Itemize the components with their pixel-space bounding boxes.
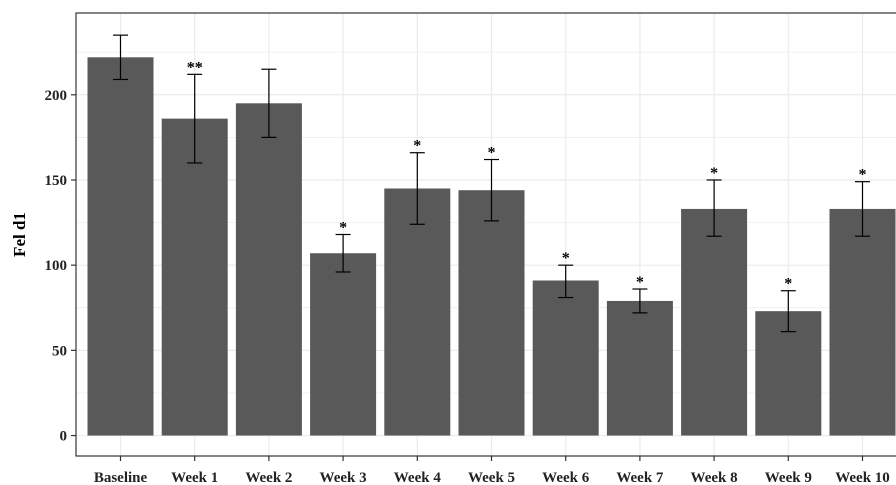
y-tick-label: 0 xyxy=(60,429,68,445)
significance-marker: * xyxy=(710,165,718,182)
x-tick-label: Week 4 xyxy=(394,470,442,485)
significance-marker: * xyxy=(562,250,570,267)
bar xyxy=(87,57,154,436)
significance-marker: * xyxy=(859,167,867,184)
bar xyxy=(532,280,599,436)
y-tick-label: 100 xyxy=(45,258,68,274)
plot-panel-border xyxy=(75,12,896,457)
y-tick-label: 150 xyxy=(45,173,68,189)
y-tick-label: 200 xyxy=(45,88,68,104)
y-axis: 0 50 100 150 200 xyxy=(45,88,76,445)
bar xyxy=(235,103,302,436)
y-tick-label: 50 xyxy=(52,343,67,359)
significance-marker: * xyxy=(488,145,496,162)
bars xyxy=(87,57,896,436)
x-axis: Baseline Week 1 Week 2 Week 3 Week 4 Week 5 We… xyxy=(94,456,890,485)
y-axis-title: Fel d1 xyxy=(10,212,29,257)
x-tick-label: Week 3 xyxy=(320,470,367,485)
bar xyxy=(384,188,451,436)
bar xyxy=(681,208,748,436)
x-tick-label: Week 5 xyxy=(468,470,515,485)
significance-marker: * xyxy=(784,276,792,293)
x-tick-label: Week 9 xyxy=(765,470,812,485)
x-tick-label: Week 6 xyxy=(542,470,590,485)
x-tick-label: Week 7 xyxy=(616,470,664,485)
bar xyxy=(606,300,673,436)
significance-marker: * xyxy=(339,220,347,237)
x-tick-label: Week 8 xyxy=(691,470,738,485)
x-tick-label: Baseline xyxy=(94,470,148,485)
significance-markers: **** ****** xyxy=(187,59,867,292)
x-tick-label: Week 1 xyxy=(171,470,218,485)
error-bars xyxy=(113,34,870,333)
bar xyxy=(161,118,228,436)
significance-marker: ** xyxy=(187,59,203,76)
x-tick-label: Week 2 xyxy=(245,470,292,485)
bar xyxy=(829,208,896,436)
x-tick-label: Week 10 xyxy=(835,470,890,485)
significance-marker: * xyxy=(413,138,421,155)
bar xyxy=(310,253,377,436)
bar xyxy=(458,190,525,436)
significance-marker: * xyxy=(636,274,644,291)
